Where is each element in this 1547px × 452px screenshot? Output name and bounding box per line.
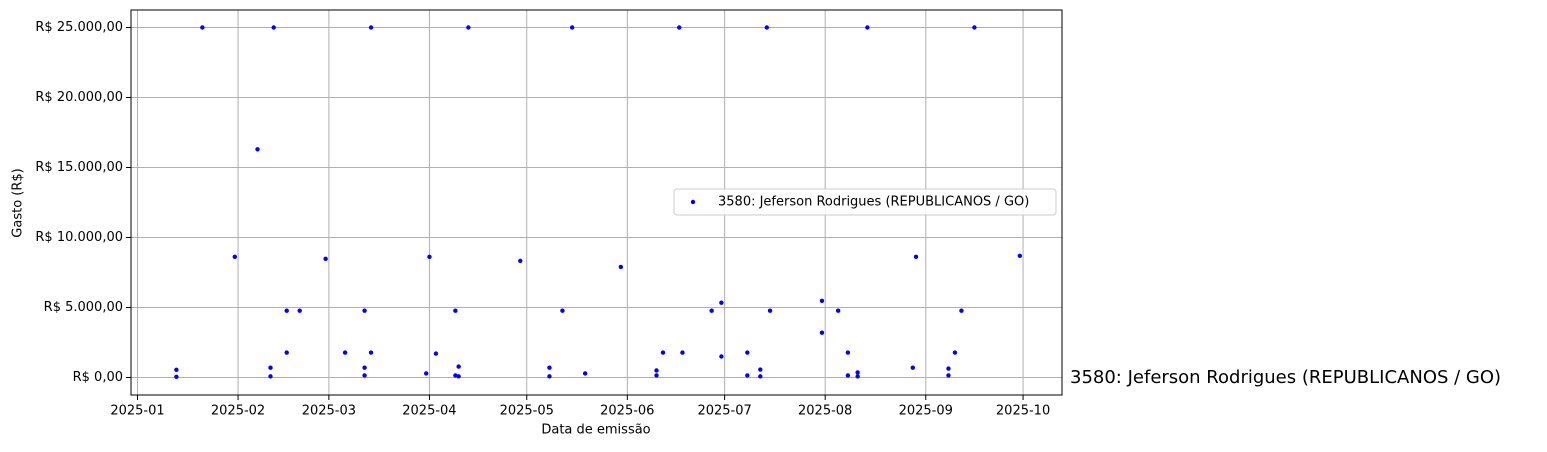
x-tick-label: 2025-03 [302, 404, 356, 419]
point [618, 264, 624, 270]
point [972, 25, 977, 30]
point [835, 308, 841, 313]
x-tick-label: 2025-01 [110, 404, 164, 419]
y-tick-label: R$ 20.000,00 [35, 90, 123, 105]
x-tick-label: 2025-07 [697, 404, 751, 419]
point [433, 351, 439, 356]
x-tick-label: 2025-08 [798, 404, 852, 419]
point [745, 373, 750, 378]
y-tick-label: R$ 25.000,00 [35, 20, 123, 35]
point [654, 373, 659, 378]
y-tick-label: R$ 5.000,00 [44, 300, 123, 315]
plot-frame [130, 9, 1063, 396]
point [456, 374, 461, 379]
point [174, 374, 179, 379]
point [174, 367, 179, 372]
point [654, 368, 659, 373]
point [959, 308, 964, 313]
point [268, 365, 273, 370]
point [362, 308, 367, 313]
point [547, 374, 552, 379]
point [758, 374, 763, 379]
point [719, 354, 724, 359]
x-tick-label: 2025-04 [402, 404, 456, 419]
point [368, 25, 374, 30]
point [368, 350, 374, 355]
point [910, 365, 915, 370]
legend-box [673, 188, 1057, 216]
point [466, 25, 471, 30]
point [423, 371, 429, 376]
point [362, 365, 367, 370]
point [660, 350, 666, 355]
point [709, 308, 714, 313]
point [952, 350, 958, 355]
point [819, 330, 825, 335]
point [1017, 253, 1023, 259]
point [865, 25, 870, 30]
point [855, 374, 860, 379]
x-tick-label: 2025-10 [996, 404, 1050, 419]
point [284, 308, 289, 313]
y-tick-label: R$ 0,00 [73, 370, 123, 385]
point [547, 365, 552, 370]
point [764, 25, 770, 30]
annotation: 3580: Jeferson Rodrigues (REPUBLICANOS /… [1070, 367, 1501, 388]
point [342, 350, 348, 355]
point [200, 25, 205, 30]
point [767, 308, 773, 313]
point [845, 350, 851, 355]
point [719, 300, 724, 305]
point [946, 366, 951, 371]
legend-marker [690, 199, 696, 205]
point [677, 25, 682, 30]
legend-label: 3580: Jeferson Rodrigues (REPUBLICANOS /… [718, 195, 1029, 210]
point [913, 254, 919, 260]
point [582, 371, 588, 376]
point [680, 350, 685, 355]
point [855, 370, 860, 375]
x-tick-label: 2025-02 [211, 404, 265, 419]
x-tick-label: 2025-05 [500, 404, 554, 419]
point [518, 258, 523, 264]
point [758, 367, 763, 372]
point [427, 254, 432, 260]
point [745, 350, 750, 355]
point [362, 373, 367, 378]
point [255, 147, 260, 152]
y-tick-label: R$ 10.000,00 [35, 230, 123, 245]
point [453, 308, 458, 313]
point [819, 298, 825, 303]
point [845, 373, 851, 378]
point [323, 256, 328, 261]
point [560, 308, 565, 313]
point [284, 350, 289, 355]
point [268, 374, 273, 379]
x-axis-label: Data de emissão [541, 423, 650, 438]
point [946, 373, 951, 378]
x-tick-label: 2025-09 [899, 404, 953, 419]
point [569, 25, 575, 30]
y-axis-label: Gasto (R$) [11, 168, 26, 237]
x-tick-label: 2025-06 [600, 404, 654, 419]
point [456, 364, 461, 369]
point [297, 308, 302, 313]
point [232, 254, 238, 260]
y-tick-label: R$ 15.000,00 [35, 160, 123, 175]
point [271, 25, 276, 30]
